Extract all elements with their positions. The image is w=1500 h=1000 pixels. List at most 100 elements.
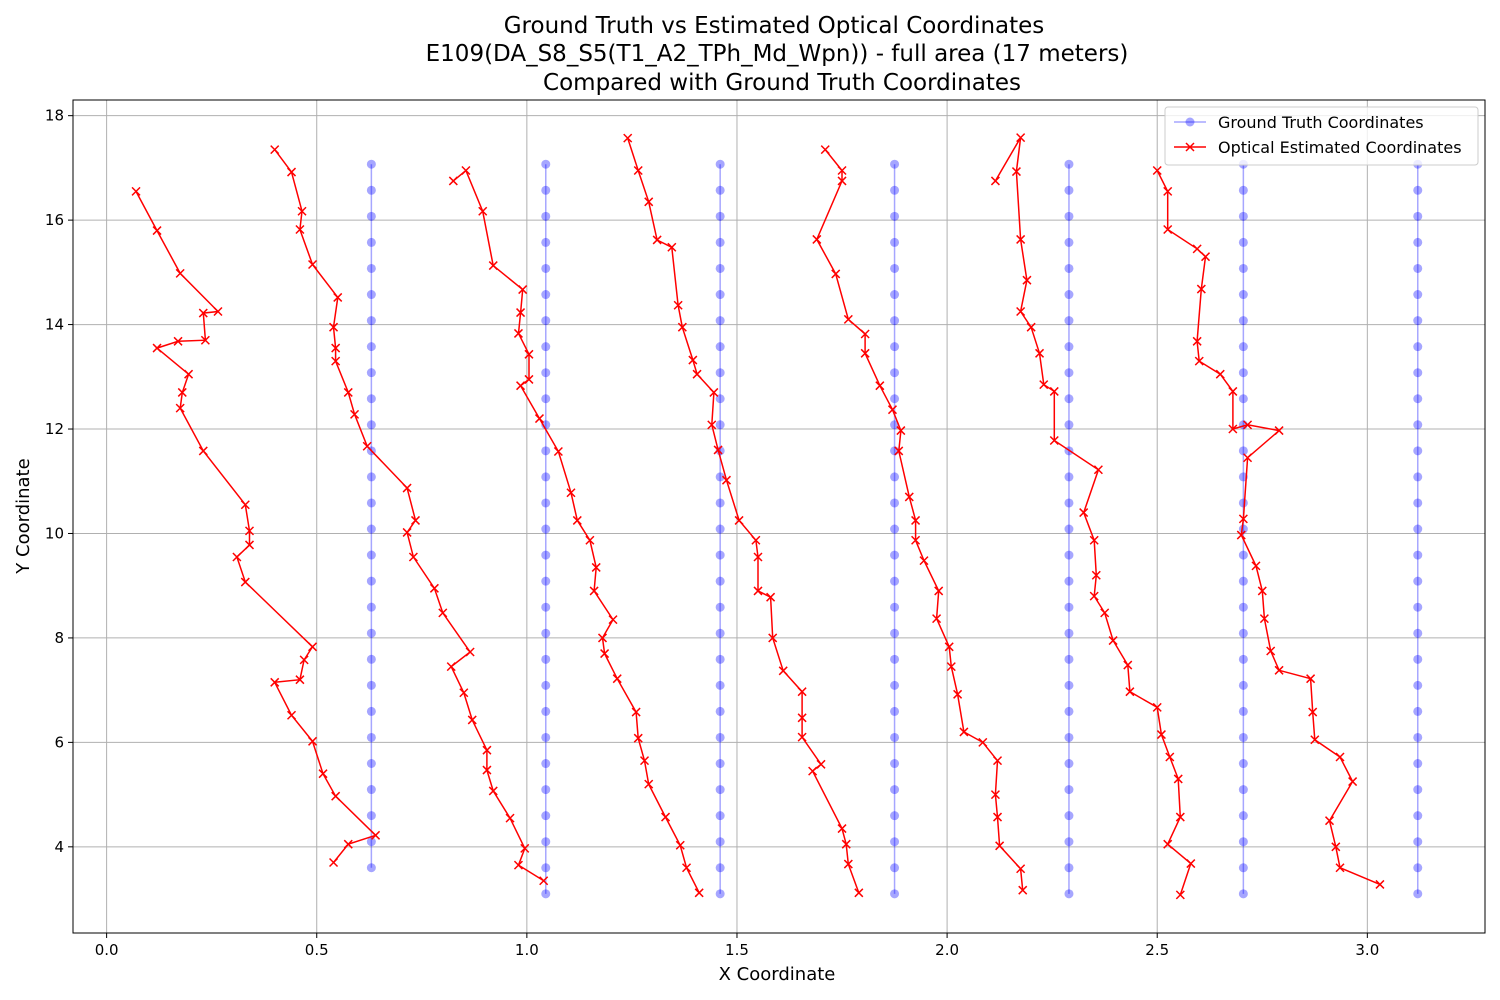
optical-point	[820, 145, 830, 155]
optical-point	[198, 308, 208, 318]
optical-point	[934, 586, 944, 596]
ground-truth-point	[541, 498, 551, 508]
ground-truth-point	[1238, 759, 1248, 769]
optical-estimated-series	[131, 133, 1385, 900]
optical-point	[692, 369, 702, 379]
optical-point	[175, 268, 185, 278]
optical-point	[175, 403, 185, 413]
ground-truth-point	[1064, 472, 1074, 482]
ground-truth-point	[541, 785, 551, 795]
optical-point	[623, 133, 633, 143]
optical-point	[518, 285, 528, 295]
optical-point	[270, 677, 280, 687]
ground-truth-point	[1238, 654, 1248, 664]
ground-truth-point	[715, 211, 725, 221]
ground-truth-point	[1413, 680, 1423, 690]
optical-point	[721, 475, 732, 485]
optical-point	[1125, 687, 1135, 697]
optical-point	[1375, 879, 1385, 889]
optical-point	[318, 769, 328, 779]
optical-point	[1186, 859, 1196, 869]
ground-truth-point	[715, 472, 725, 482]
ground-truth-point	[541, 159, 551, 169]
optical-point	[308, 259, 318, 270]
optical-point	[198, 446, 208, 456]
optical-point	[953, 689, 963, 699]
x-tick-label: 1.5	[725, 941, 749, 959]
ground-truth-point	[715, 394, 725, 404]
ground-truth-point	[715, 498, 725, 508]
ground-truth-point	[366, 263, 376, 273]
ground-truth-point	[1064, 185, 1074, 195]
optical-point	[904, 492, 914, 502]
ground-truth-point	[1413, 524, 1423, 534]
optical-point	[467, 715, 477, 725]
optical-point	[633, 165, 643, 176]
optical-point	[675, 840, 685, 850]
optical-point	[213, 306, 223, 317]
ground-truth-point	[1064, 368, 1074, 378]
ground-truth-point	[1064, 628, 1074, 638]
ground-truth-point	[1413, 290, 1423, 300]
optical-point	[1194, 356, 1204, 366]
optical-point	[677, 322, 687, 332]
optical-point	[597, 633, 608, 643]
ground-truth-point	[1238, 863, 1248, 873]
optical-point	[1079, 508, 1089, 518]
optical-point	[1175, 890, 1185, 900]
optical-point	[990, 176, 1000, 186]
optical-point	[843, 859, 853, 869]
optical-point	[911, 535, 921, 545]
optical-point	[1308, 707, 1318, 717]
ground-truth-point	[541, 316, 551, 326]
ground-truth-point	[541, 290, 551, 300]
ground-truth-point	[366, 342, 376, 352]
ground-truth-point	[890, 472, 900, 482]
ground-truth-point	[890, 628, 900, 638]
x-tick-label: 2.0	[935, 941, 959, 959]
ground-truth-point	[1238, 290, 1248, 300]
optical-point	[734, 515, 744, 525]
ground-truth-point	[890, 316, 900, 326]
ground-truth-point	[541, 680, 551, 690]
optical-point	[308, 642, 318, 652]
ground-truth-point	[890, 732, 900, 742]
ground-truth-point	[541, 837, 551, 847]
optical-point	[713, 445, 723, 455]
ground-truth-point	[1238, 889, 1248, 899]
ground-truth-point	[890, 602, 900, 612]
optical-point	[350, 409, 360, 419]
chart-title-line-2: E109(DA_S8_S5(T1_A2_TPh_Md_Wpn)) - full …	[426, 41, 1129, 67]
x-tick-label: 3.0	[1355, 941, 1379, 959]
optical-point	[959, 727, 969, 737]
optical-point	[1228, 424, 1238, 434]
ground-truth-point	[715, 185, 725, 195]
optical-path-line	[135, 191, 378, 863]
ground-truth-point	[1413, 316, 1423, 326]
ground-truth-point	[1238, 732, 1248, 742]
ground-truth-point	[541, 759, 551, 769]
ground-truth-point	[366, 394, 376, 404]
optical-point	[709, 387, 719, 397]
ground-truth-point	[1064, 889, 1074, 899]
ground-truth-point	[715, 759, 725, 769]
legend-box	[1164, 106, 1479, 166]
optical-point	[524, 374, 534, 384]
ground-truth-point	[715, 732, 725, 742]
optical-point	[1238, 514, 1248, 524]
ground-truth-point	[366, 498, 376, 508]
ground-truth-point	[366, 524, 376, 534]
ground-truth-point	[715, 576, 725, 586]
ground-truth-point	[1413, 889, 1423, 899]
ground-truth-point	[715, 159, 725, 169]
ground-truth-point	[1413, 732, 1423, 742]
ground-truth-point	[1238, 576, 1248, 586]
ground-truth-point	[1238, 785, 1248, 795]
ground-truth-point	[1413, 811, 1423, 821]
optical-point	[331, 343, 341, 353]
ground-truth-point	[1064, 316, 1074, 326]
ground-truth-point	[1238, 394, 1248, 404]
ground-truth-point	[541, 889, 551, 899]
ground-truth-point	[541, 628, 551, 638]
optical-point	[459, 688, 469, 698]
